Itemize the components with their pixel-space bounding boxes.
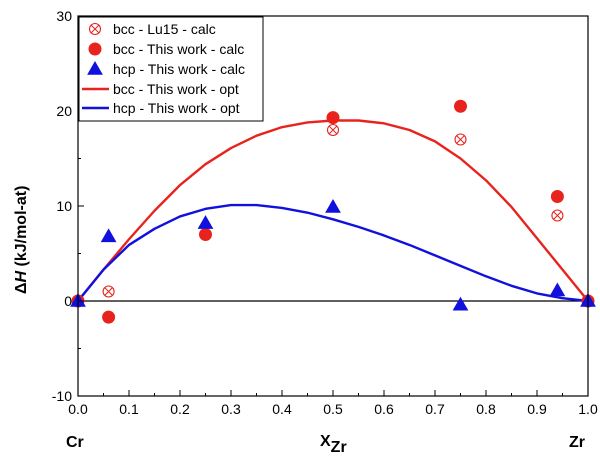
x-tick-label: 0.3 (221, 401, 241, 417)
point-crossed-circle-cross-b (456, 135, 465, 144)
x-tick-label: 0.0 (68, 401, 88, 417)
legend-swatch-marker-ring (88, 22, 102, 36)
legend-label: bcc - Lu15 - calc (113, 21, 216, 37)
point-crossed-circle-ring (551, 209, 564, 222)
point-crossed-circle-ring (454, 133, 467, 146)
y-axis-label: ΔH (kJ/mol-at) (13, 186, 30, 294)
point-filled-circle (454, 99, 467, 113)
x-tick-label: 0.6 (374, 401, 394, 417)
point-filled-circle (326, 111, 340, 125)
point-filled-circle (102, 310, 116, 324)
point-filled-triangle (325, 198, 341, 213)
point-filled-triangle (100, 228, 117, 243)
y-axis-label-prefix: Δ (13, 283, 30, 295)
ticks-layer: 0.0 0.1 0.2 0.3 0.4 0.5 0.6 0.7 0.8 0.9 1.0 -10 0 10 2… (52, 8, 598, 417)
legend-label: hcp - This work - opt (113, 100, 240, 116)
y-tick-label: 0 (64, 293, 72, 309)
point-crossed-circle (102, 285, 115, 298)
x-tick-label: 0.5 (323, 401, 343, 417)
x-tick-label: 0.8 (476, 401, 496, 417)
legend-swatch-marker (88, 22, 102, 36)
point-crossed-circle-ring (102, 285, 115, 298)
point-filled-triangle (197, 215, 214, 229)
legend: bcc - Lu15 - calc bcc - This work - calc h… (78, 16, 264, 122)
point-filled-triangle (549, 282, 566, 297)
y-tick-label: 30 (56, 8, 72, 24)
point-crossed-circle-cross-b (104, 287, 113, 296)
point-crossed-circle (326, 123, 340, 137)
curve-4 (77, 203, 589, 303)
legend-swatch-marker-cross-b (90, 24, 100, 34)
point-filled-circle (550, 190, 564, 203)
legend-box (78, 16, 264, 122)
x-axis-label-main: X (320, 433, 331, 450)
point-crossed-circle-ring (326, 123, 340, 137)
point-crossed-circle (551, 209, 564, 222)
x-end-label-right: Zr (569, 434, 585, 451)
y-axis-label-italic: H (13, 271, 30, 283)
x-end-label-left: Cr (66, 434, 84, 451)
legend-swatch-marker (88, 42, 102, 56)
legend-label: hcp - This work - calc (113, 61, 245, 77)
point-crossed-circle-cross-b (328, 125, 338, 135)
point-filled-triangle (452, 296, 469, 311)
x-tick-label: 0.9 (527, 401, 547, 417)
x-axis-label-sub: Zr (331, 439, 347, 456)
legend-label: bcc - This work - calc (113, 41, 244, 57)
x-tick-label: 0.4 (272, 401, 292, 417)
legend-label: bcc - This work - opt (113, 81, 239, 97)
x-tick-label: 0.7 (425, 401, 445, 417)
y-axis-label-suffix: (kJ/mol-at) (13, 186, 30, 271)
x-axis-label: XZr (320, 433, 347, 456)
y-tick-label: 10 (56, 198, 72, 214)
x-tick-label: 0.2 (170, 401, 190, 417)
point-crossed-circle-cross-b (553, 211, 562, 220)
y-tick-label: 20 (56, 103, 72, 119)
legend-swatch-marker (87, 60, 103, 75)
y-tick-label: -10 (52, 388, 72, 404)
point-crossed-circle (454, 133, 467, 146)
x-tick-label: 0.1 (119, 401, 139, 417)
x-tick-label: 1.0 (578, 401, 598, 417)
points-layer (70, 99, 596, 324)
point-filled-circle (199, 228, 212, 241)
